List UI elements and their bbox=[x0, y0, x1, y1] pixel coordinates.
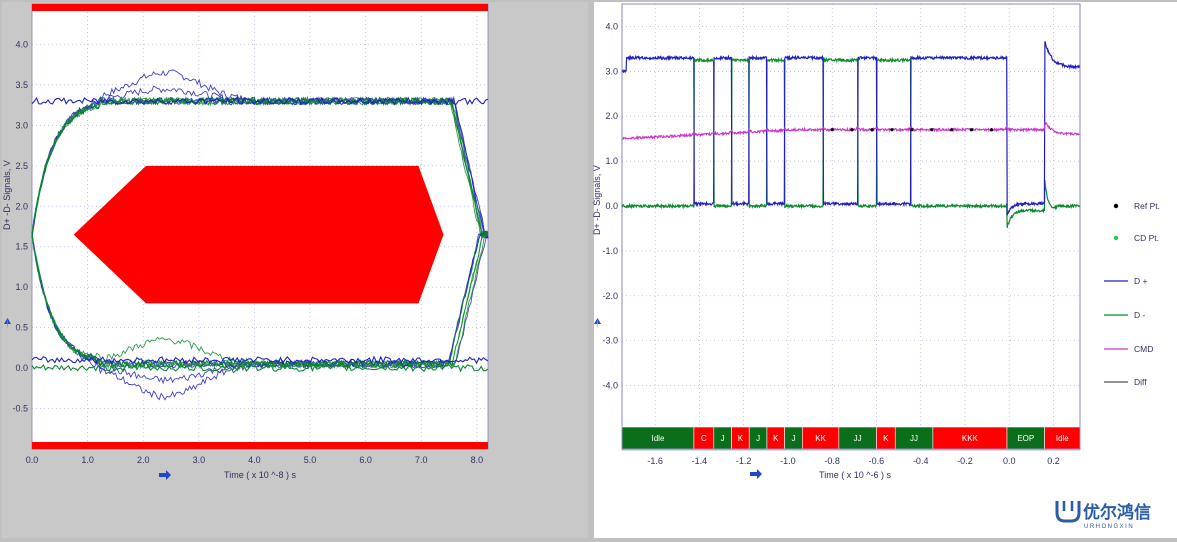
legend-label: CD Pt. bbox=[1134, 233, 1159, 243]
eye-x-tick-label: 0.0 bbox=[26, 455, 39, 465]
wave-x-tick-label: -0.8 bbox=[824, 456, 840, 466]
wave-y-axis-label: D+ -D- Signals, V bbox=[592, 165, 602, 235]
wave-segment-label: Idle bbox=[1056, 434, 1069, 443]
wave-x-tick-label: -1.4 bbox=[692, 456, 708, 466]
wave-segment-label: JJ bbox=[854, 434, 862, 443]
wave-x-tick-label: -0.4 bbox=[913, 456, 929, 466]
wave-segment-label: C bbox=[701, 434, 707, 443]
wave-segment-label: J bbox=[756, 434, 760, 443]
eye-pan-right-icon[interactable] bbox=[159, 470, 171, 480]
logo-subtext: URHONGXIN bbox=[1084, 524, 1134, 530]
wave-ref-point bbox=[830, 128, 834, 132]
eye-level-rail bbox=[31, 363, 489, 373]
wave-x-tick-label: 0.2 bbox=[1047, 456, 1060, 466]
wave-segment-label: KK bbox=[815, 434, 826, 443]
waveform-plot-area bbox=[621, 3, 1081, 451]
eye-y-tick-label: 3.5 bbox=[15, 80, 28, 90]
wave-y-tick-label: -2.0 bbox=[602, 291, 618, 301]
wave-y-tick-label: 1.0 bbox=[605, 156, 618, 166]
wave-segment-label: K bbox=[773, 434, 779, 443]
logo-mark-bars-icon bbox=[1062, 501, 1074, 511]
eye-y-tick-label: 1.0 bbox=[15, 282, 28, 292]
eye-x-tick-label: 6.0 bbox=[359, 455, 372, 465]
wave-ref-point bbox=[969, 128, 974, 132]
eye-y-tick-label: 4.0 bbox=[15, 39, 28, 49]
eye-y-tick-label: 2.5 bbox=[15, 161, 28, 171]
eye-x-tick-label: 7.0 bbox=[415, 455, 428, 465]
eye-x-tick-label: 8.0 bbox=[471, 455, 484, 465]
waveform-legend: Ref Pt. CD Pt. D + D - CMD Diff bbox=[1104, 201, 1160, 387]
wave-pan-right-icon[interactable] bbox=[750, 469, 762, 479]
eye-x-tick-label: 5.0 bbox=[304, 455, 317, 465]
brand-logo: 优尔鸿信 URHONGXIN bbox=[1055, 501, 1151, 530]
eye-y-tick-label: 2.0 bbox=[15, 201, 28, 211]
eye-diagram-chart: 0.0 1.0 2.0 3.0 4.0 5.0 6.0 7.0 8.0 4.0 3.5 3.0 2.5 2… bbox=[12, 3, 489, 465]
eye-x-tick-label: 1.0 bbox=[81, 455, 94, 465]
eye-trace bbox=[31, 95, 489, 237]
logo-mark-icon bbox=[1055, 501, 1081, 523]
eye-y-tick-label: 1.5 bbox=[15, 242, 28, 252]
wave-segment-label: KKK bbox=[962, 434, 979, 443]
wave-x-tick-label: 0.0 bbox=[1003, 456, 1016, 466]
wave-plot-frame bbox=[621, 3, 1081, 450]
wave-y-tick-label: 3.0 bbox=[605, 66, 618, 76]
wave-segment-label: EOP bbox=[1017, 434, 1034, 443]
wave-y-tick-label: 4.0 bbox=[605, 21, 618, 31]
legend-label: Ref Pt. bbox=[1134, 201, 1160, 211]
eye-x-axis-label: Time ( x 10 ^-8 ) s bbox=[224, 470, 296, 480]
wave-ref-point bbox=[850, 128, 854, 132]
eye-x-tick-label: 3.0 bbox=[193, 455, 206, 465]
wave-y-tick-label: -1.0 bbox=[602, 246, 618, 256]
wave-x-tick-label: -1.6 bbox=[647, 456, 663, 466]
eye-mask-hexagon bbox=[73, 165, 444, 304]
eye-level-rail bbox=[31, 355, 489, 365]
wave-x-tick-label: -1.2 bbox=[736, 456, 752, 466]
legend-label: CMD bbox=[1134, 344, 1153, 354]
wave-y-tick-label: 2.0 bbox=[605, 111, 618, 121]
legend-marker bbox=[1113, 203, 1119, 209]
eye-y-tick-label: 0.0 bbox=[15, 363, 28, 373]
wave-ref-point bbox=[950, 128, 954, 132]
eye-pan-up-icon[interactable] bbox=[4, 318, 11, 329]
packet-waveform-chart: -1.6 -1.4 -1.2 -1.0 -0.8 -0.6 -0.4 -0.2 0.0 0.2 4.… bbox=[602, 3, 1081, 466]
wave-x-tick-label: -0.2 bbox=[957, 456, 973, 466]
eye-trace bbox=[31, 231, 489, 370]
wave-x-axis-label: Time ( x 10 ^-6 ) s bbox=[819, 470, 891, 480]
wave-series-d-plus bbox=[621, 41, 1081, 216]
wave-ref-point bbox=[910, 128, 914, 132]
eye-mask-bottom-band bbox=[32, 442, 488, 449]
eye-trace bbox=[31, 230, 489, 369]
wave-segment-label: K bbox=[883, 434, 889, 443]
legend-label: D + bbox=[1134, 276, 1148, 286]
eye-mask-top-band bbox=[32, 4, 488, 11]
wave-y-tick-label: -3.0 bbox=[602, 336, 618, 346]
wave-y-tick-label: 0.0 bbox=[605, 201, 618, 211]
wave-y-tick-label: -4.0 bbox=[602, 381, 618, 391]
wave-ref-point bbox=[930, 128, 934, 132]
wave-segment-label: J bbox=[791, 434, 795, 443]
wave-ref-point bbox=[870, 128, 874, 132]
eye-x-tick-label: 2.0 bbox=[137, 455, 150, 465]
wave-segment-label: J bbox=[721, 434, 725, 443]
eye-x-tick-label: 4.0 bbox=[248, 455, 261, 465]
wave-ref-point bbox=[989, 128, 994, 132]
eye-level-rail bbox=[31, 96, 489, 106]
wave-series-d-minus bbox=[621, 56, 1081, 228]
wave-pan-up-icon[interactable] bbox=[594, 318, 601, 329]
logo-text: 优尔鸿信 bbox=[1083, 502, 1151, 523]
eye-y-tick-label: 3.0 bbox=[15, 120, 28, 130]
legend-label: D - bbox=[1134, 310, 1146, 320]
eye-y-tick-label: -0.5 bbox=[12, 404, 28, 414]
eye-y-axis-label: D+ -D- Signals, V bbox=[2, 160, 12, 230]
wave-x-tick-label: -1.0 bbox=[780, 456, 796, 466]
wave-x-tick-label: -0.6 bbox=[869, 456, 885, 466]
wave-ref-point bbox=[890, 128, 894, 132]
legend-marker bbox=[1113, 235, 1119, 241]
wave-segment-label: K bbox=[738, 434, 744, 443]
eye-y-tick-label: 0.5 bbox=[15, 323, 28, 333]
wave-segment-label: JJ bbox=[910, 434, 918, 443]
legend-label: Diff bbox=[1134, 377, 1147, 387]
wave-segment-label: Idle bbox=[652, 434, 665, 443]
